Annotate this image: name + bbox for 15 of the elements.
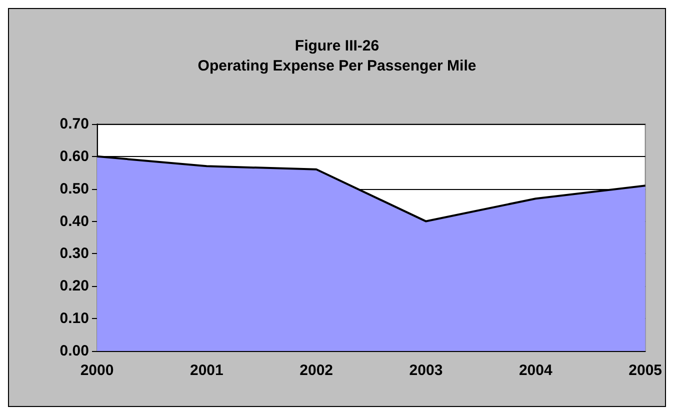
y-tick-label: 0.30: [60, 245, 89, 262]
x-tick-label: 2001: [190, 362, 224, 379]
x-tick-label: 2003: [409, 362, 443, 379]
y-tick-label: 0.70: [60, 116, 89, 132]
y-tick-label: 0.60: [60, 148, 89, 165]
x-tick-label: 2000: [80, 362, 114, 379]
y-tick-label: 0.00: [60, 342, 89, 360]
y-tick-label: 0.10: [60, 310, 89, 328]
y-tick-label: 0.40: [60, 212, 89, 230]
x-tick-label: 2002: [300, 362, 334, 379]
x-tick-label: 2004: [518, 362, 553, 379]
y-tick-label: 0.20: [60, 278, 89, 295]
x-tick-label: 2005: [628, 362, 662, 379]
y-tick-label: 0.50: [60, 180, 89, 198]
chart-title: Figure III-26 Operating Expense Per Passenger Mile: [198, 38, 476, 74]
